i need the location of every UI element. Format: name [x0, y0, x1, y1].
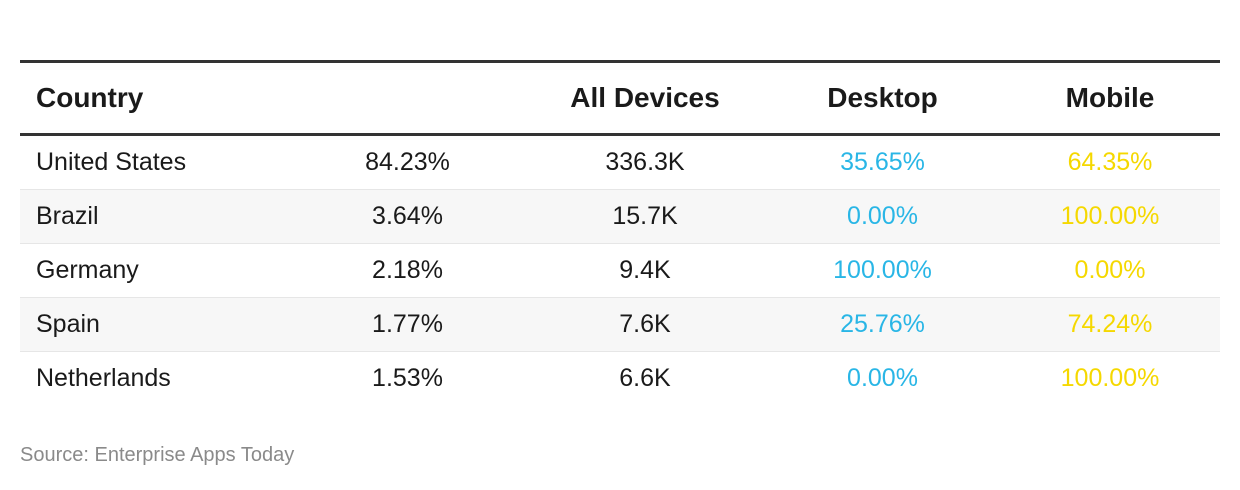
- cell-all-devices: 9.4K: [525, 243, 765, 298]
- header-mobile: Mobile: [1000, 61, 1220, 136]
- cell-all-devices: 336.3K: [525, 134, 765, 190]
- cell-country: Spain: [20, 297, 290, 352]
- cell-mobile: 74.24%: [1000, 297, 1220, 352]
- table-row: Netherlands 1.53% 6.6K 0.00% 100.00%: [20, 352, 1220, 406]
- cell-desktop: 0.00%: [847, 364, 918, 392]
- cell-country: Brazil: [20, 189, 290, 244]
- table-row: Germany 2.18% 9.4K 100.00% 0.00%: [20, 243, 1220, 298]
- table-row: Spain 1.77% 7.6K 25.76% 74.24%: [20, 297, 1220, 352]
- cell-desktop: 0.00%: [765, 189, 1000, 244]
- header-all-devices: All Devices: [525, 61, 765, 136]
- country-traffic-table: Country All Devices Desktop Mobile Unite…: [20, 60, 1220, 405]
- cell-all-devices: 6.6K: [619, 364, 671, 392]
- cell-all-devices: 7.6K: [525, 297, 765, 352]
- traffic-table-container: Country All Devices Desktop Mobile Unite…: [20, 60, 1220, 405]
- cell-mobile: 64.35%: [1000, 134, 1220, 190]
- cell-mobile: 100.00%: [1000, 189, 1220, 244]
- cell-mobile: 0.00%: [1000, 243, 1220, 298]
- header-country: Country: [20, 61, 290, 136]
- table-row: Brazil 3.64% 15.7K 0.00% 100.00%: [20, 189, 1220, 244]
- cell-country: Netherlands: [36, 364, 171, 392]
- source-note: Source: Enterprise Apps Today: [20, 444, 295, 466]
- cell-country: United States: [20, 134, 290, 190]
- cell-country: Germany: [20, 243, 290, 298]
- cell-share: 1.77%: [290, 297, 525, 352]
- table-header-row: Country All Devices Desktop Mobile: [20, 61, 1220, 136]
- cell-share: 2.18%: [290, 243, 525, 298]
- cell-share: 84.23%: [290, 134, 525, 190]
- cell-desktop: 35.65%: [765, 134, 1000, 190]
- table-row: United States 84.23% 336.3K 35.65% 64.35…: [20, 134, 1220, 190]
- cell-mobile: 100.00%: [1060, 364, 1160, 392]
- cell-share: 1.53%: [372, 364, 443, 392]
- header-desktop: Desktop: [765, 61, 1000, 136]
- header-share: [290, 61, 525, 136]
- cell-all-devices: 15.7K: [525, 189, 765, 244]
- cell-desktop: 25.76%: [765, 297, 1000, 352]
- cell-desktop: 100.00%: [765, 243, 1000, 298]
- cell-share: 3.64%: [290, 189, 525, 244]
